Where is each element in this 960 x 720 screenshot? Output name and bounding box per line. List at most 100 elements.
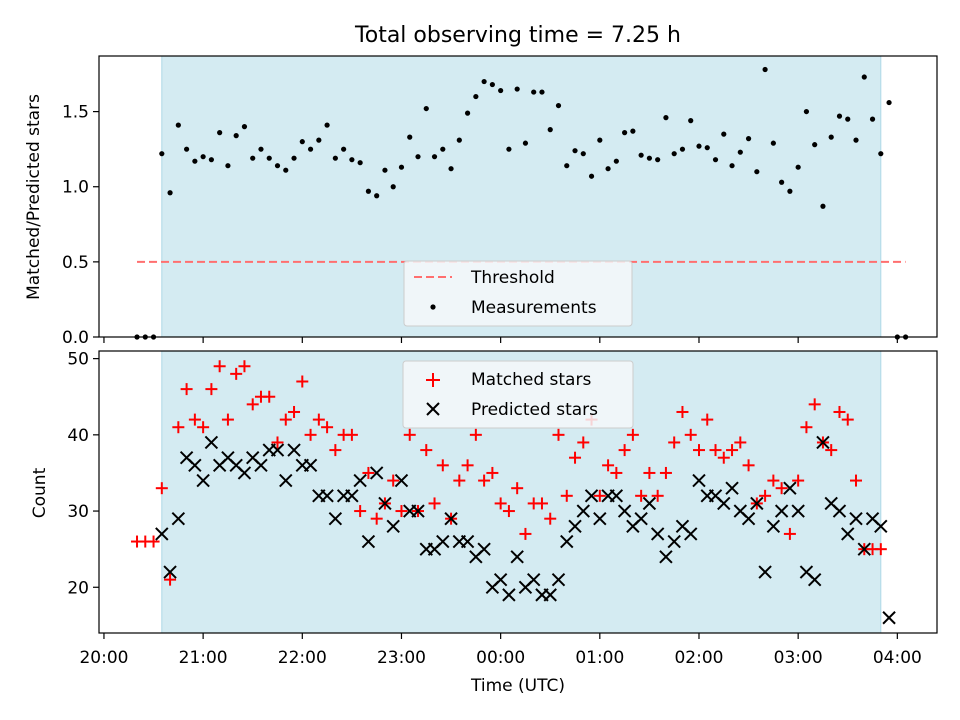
predicted-point xyxy=(163,565,177,579)
y-tick-label: 40 xyxy=(67,426,89,446)
matched-point xyxy=(246,398,259,411)
predicted-point-b xyxy=(841,527,855,541)
measurement-point xyxy=(208,157,214,163)
measurement-point xyxy=(737,149,743,155)
predicted-point-b xyxy=(436,534,450,549)
predicted-point-b xyxy=(444,511,458,526)
matched-point xyxy=(329,444,342,457)
predicted-point-b xyxy=(791,504,805,518)
predicted-point xyxy=(758,565,772,579)
predicted-point-b xyxy=(320,489,334,503)
measurement-point xyxy=(283,167,289,173)
predicted-point xyxy=(287,443,301,457)
bottom-panel: 20 30 40 50 20:00 21:00 22:00 23:00 00:00 01:00 0… xyxy=(30,350,938,696)
y-tick-label: 20 xyxy=(67,578,89,598)
top-legend-box xyxy=(403,260,633,327)
matched-point xyxy=(155,482,168,495)
matched-point xyxy=(486,466,499,479)
measurement-point xyxy=(539,89,545,95)
x-tick-label: 21:00 xyxy=(179,648,228,668)
predicted-point xyxy=(568,519,582,534)
predicted-point xyxy=(353,473,367,488)
predicted-point xyxy=(692,473,706,488)
predicted-point-b xyxy=(584,489,599,503)
matched-point xyxy=(469,428,482,441)
matched-point xyxy=(643,466,656,479)
bottom-y-axis-label: Count xyxy=(30,467,50,518)
measurement-point xyxy=(250,155,256,161)
predicted-point-b xyxy=(411,504,425,518)
measurement-point xyxy=(688,118,694,124)
predicted-point-b xyxy=(493,572,508,587)
predicted-point-b xyxy=(378,496,392,511)
measurement-point xyxy=(241,124,248,130)
matched-point xyxy=(775,482,788,495)
matched-point xyxy=(304,428,317,441)
matched-point xyxy=(792,474,805,487)
matched-point xyxy=(494,497,507,510)
measurement-point xyxy=(779,179,785,185)
predicted-point-b xyxy=(477,542,491,556)
predicted-point-b xyxy=(254,458,268,473)
predicted-point-b xyxy=(634,511,648,526)
measurement-point xyxy=(456,137,462,143)
matched-point xyxy=(759,489,772,502)
measurement-point xyxy=(547,127,553,133)
matched-point xyxy=(825,444,838,457)
predicted-point xyxy=(766,519,781,534)
predicted-point-b xyxy=(179,450,194,465)
measurement-point xyxy=(745,136,752,142)
measurement-point xyxy=(646,155,653,161)
measurement-point xyxy=(845,116,851,122)
measurement-point xyxy=(332,155,338,161)
measurement-point xyxy=(638,152,644,158)
predicted-point xyxy=(279,473,293,488)
matched-point xyxy=(238,360,251,373)
measurement-point xyxy=(696,143,702,149)
measurement-point xyxy=(812,142,818,148)
predicted-point-b xyxy=(593,511,607,526)
matched-point xyxy=(213,360,226,373)
x-tick-label: 00:00 xyxy=(476,648,525,668)
predicted-point xyxy=(576,504,590,518)
predicted-point-b xyxy=(857,542,871,556)
predicted-point-b xyxy=(510,550,524,564)
matched-point xyxy=(263,390,276,403)
matched-point xyxy=(610,466,623,479)
matched-point xyxy=(701,413,714,426)
legend-label-measurements: Measurements xyxy=(471,298,597,318)
predicted-point xyxy=(717,496,731,511)
predicted-point-b xyxy=(733,504,748,518)
measurement-point xyxy=(258,146,264,152)
measurement-point xyxy=(184,146,190,152)
predicted-point-b xyxy=(221,450,235,465)
predicted-legend-swatch xyxy=(426,402,440,416)
measurement-point xyxy=(754,169,760,175)
matched-point xyxy=(279,413,292,426)
predicted-point xyxy=(444,511,458,526)
predicted-point-b xyxy=(609,489,624,503)
predicted-point-b xyxy=(270,443,285,457)
measurement-point xyxy=(481,78,487,85)
measurement-point xyxy=(464,110,471,116)
bottom-legend: Matched stars Predicted stars xyxy=(402,360,634,429)
measurement-point xyxy=(704,145,710,151)
top-y-axis-label: Matched/Predicted stars xyxy=(24,94,44,300)
measurement-point xyxy=(159,151,165,157)
measurement-point xyxy=(365,188,372,194)
predicted-point-b xyxy=(667,534,681,549)
predicted-point-b xyxy=(659,550,673,564)
x-tick-label: 23:00 xyxy=(377,648,426,668)
predicted-point-b xyxy=(543,588,557,602)
predicted-point xyxy=(741,511,756,526)
predicted-point-b xyxy=(279,473,293,488)
matched-point xyxy=(577,436,590,449)
measurement-point xyxy=(316,137,322,143)
predicted-point xyxy=(477,542,491,556)
predicted-point-b xyxy=(460,534,475,549)
matched-point xyxy=(833,405,846,418)
matched-point xyxy=(271,436,284,449)
predicted-point xyxy=(551,572,566,587)
matched-point xyxy=(841,413,854,426)
predicted-point-b xyxy=(287,443,301,457)
